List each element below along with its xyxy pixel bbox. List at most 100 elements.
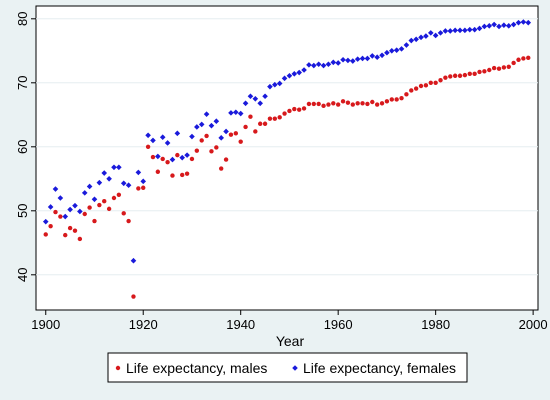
data-point-males [43, 232, 48, 237]
data-point-females [398, 46, 405, 52]
data-point-females [159, 134, 166, 140]
data-point-males [214, 145, 219, 150]
data-point-males [48, 223, 53, 229]
data-point-females [86, 183, 93, 190]
data-point-males [67, 225, 73, 231]
data-point-females [388, 48, 395, 54]
data-point-females [423, 33, 429, 39]
data-point-males [409, 88, 414, 93]
data-point-females [135, 169, 142, 176]
data-point-males [448, 74, 453, 79]
data-point-females [252, 96, 259, 102]
data-point-males [394, 97, 399, 102]
data-point-males [287, 108, 292, 114]
data-point-males [316, 101, 321, 107]
data-point-females [408, 37, 415, 44]
data-point-males [296, 107, 302, 112]
data-point-males [131, 294, 136, 299]
data-point-males [228, 132, 234, 137]
data-point-females [242, 100, 249, 107]
data-point-females [272, 81, 278, 88]
data-point-males [257, 121, 263, 126]
data-point-females [228, 110, 234, 116]
data-point-males [355, 101, 360, 106]
data-point-females [491, 21, 497, 28]
data-point-males [521, 56, 526, 61]
data-point-females [505, 23, 512, 29]
x-tick-label: 1940 [226, 317, 255, 332]
data-point-males [326, 102, 331, 107]
data-point-females [257, 100, 263, 107]
data-point-females [145, 132, 151, 139]
data-point-males [365, 101, 370, 107]
data-point-males [175, 152, 180, 158]
data-point-females [301, 67, 307, 73]
data-point-females [106, 176, 112, 182]
data-point-males [111, 195, 117, 201]
data-point-males [194, 148, 200, 153]
data-point-females [189, 133, 195, 140]
data-point-males [262, 121, 268, 126]
data-point-males [433, 80, 438, 86]
data-point-females [155, 153, 161, 160]
data-point-males [243, 124, 248, 130]
data-point-females [447, 28, 454, 34]
grid-lines [36, 18, 538, 276]
data-point-males [370, 99, 375, 105]
data-point-males [63, 232, 68, 238]
data-point-females [476, 25, 483, 32]
data-point-males [248, 114, 253, 119]
data-point-females [218, 135, 225, 141]
data-point-males [482, 69, 487, 74]
data-point-females [62, 213, 69, 220]
plot-area [35, 5, 539, 311]
y-tick-label: 60 [15, 140, 30, 154]
data-point-females [130, 257, 137, 264]
data-point-males [223, 157, 229, 162]
data-point-females [501, 22, 507, 28]
data-point-males [145, 144, 151, 149]
data-point-females [203, 111, 210, 117]
data-point-males [165, 159, 170, 165]
data-point-females [286, 72, 293, 79]
data-point-females [120, 180, 127, 187]
data-point-males [53, 209, 58, 215]
data-point-males [121, 211, 126, 216]
data-point-males [487, 67, 492, 73]
data-point-males [389, 97, 394, 102]
x-axis-title: Year [276, 333, 305, 349]
data-point-females [393, 47, 400, 53]
data-point-males [418, 83, 424, 89]
data-point-females [418, 34, 424, 41]
y-tick-label: 70 [15, 76, 30, 90]
data-point-females [150, 137, 156, 144]
data-point-females [320, 62, 327, 69]
data-point-females [96, 179, 103, 186]
y-tick-label: 40 [15, 268, 30, 282]
data-point-males [233, 131, 239, 136]
x-tick-label: 1960 [324, 317, 353, 332]
data-point-males [155, 169, 161, 174]
data-point-females [403, 42, 410, 48]
data-point-males [384, 99, 390, 104]
data-point-females [413, 36, 419, 43]
data-point-males [311, 101, 317, 107]
legend: Life expectancy, males Life expectancy, … [107, 352, 468, 383]
legend-marker-females [292, 365, 298, 371]
data-point-males [92, 218, 97, 224]
data-point-males [102, 199, 107, 204]
data-point-females [81, 190, 88, 196]
data-point-females [233, 109, 239, 116]
data-point-females [57, 195, 64, 201]
x-tick-label: 2000 [519, 317, 548, 332]
data-point-females [213, 118, 220, 124]
data-point-males [472, 71, 477, 77]
data-point-females [296, 69, 302, 76]
data-point-males [467, 71, 472, 77]
data-point-males [413, 86, 419, 91]
data-point-females [223, 128, 229, 135]
data-point-females [208, 122, 215, 129]
data-point-males [477, 69, 482, 75]
data-point-females [349, 58, 356, 64]
